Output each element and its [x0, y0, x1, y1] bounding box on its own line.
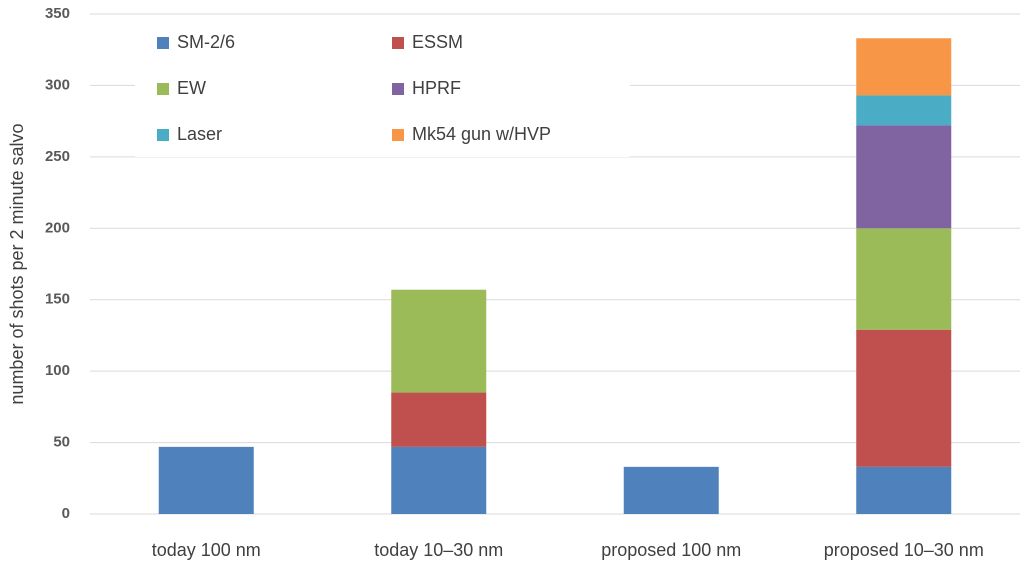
legend-swatch	[392, 129, 404, 141]
legend-background	[135, 22, 630, 157]
bar-segment	[623, 466, 719, 514]
bar-segment	[391, 392, 487, 447]
bar-segment	[391, 446, 487, 514]
y-tick-label: 350	[45, 5, 70, 22]
y-tick-label: 300	[45, 76, 70, 93]
x-tick-label: today 10–30 nm	[374, 540, 503, 560]
y-tick-label: 50	[53, 434, 70, 451]
y-axis-label: number of shots per 2 minute salvo	[7, 123, 27, 404]
bar-segment	[856, 38, 952, 96]
legend-swatch	[157, 83, 169, 95]
legend-swatch	[392, 37, 404, 49]
legend-label: Laser	[177, 124, 222, 144]
bar-segment	[158, 446, 254, 514]
y-tick-label: 250	[45, 148, 70, 165]
bar-segment	[856, 228, 952, 330]
x-tick-label: today 100 nm	[152, 540, 261, 560]
legend-label: Mk54 gun w/HVP	[412, 124, 551, 144]
legend-label: SM-2/6	[177, 32, 235, 52]
legend-swatch	[392, 83, 404, 95]
y-tick-label: 0	[62, 505, 70, 522]
legend-swatch	[157, 37, 169, 49]
legend-label: ESSM	[412, 32, 463, 52]
y-tick-label: 100	[45, 362, 70, 379]
legend-label: HPRF	[412, 78, 461, 98]
bar-segment	[856, 125, 952, 229]
bar-segment	[856, 466, 952, 514]
bar-segment	[856, 95, 952, 126]
x-tick-label: proposed 100 nm	[601, 540, 741, 560]
x-tick-label: proposed 10–30 nm	[824, 540, 984, 560]
y-tick-label: 200	[45, 219, 70, 236]
legend-label: EW	[177, 78, 206, 98]
y-tick-label: 150	[45, 291, 70, 308]
bar-segment	[391, 289, 487, 393]
bar-segment	[856, 329, 952, 467]
legend-swatch	[157, 129, 169, 141]
